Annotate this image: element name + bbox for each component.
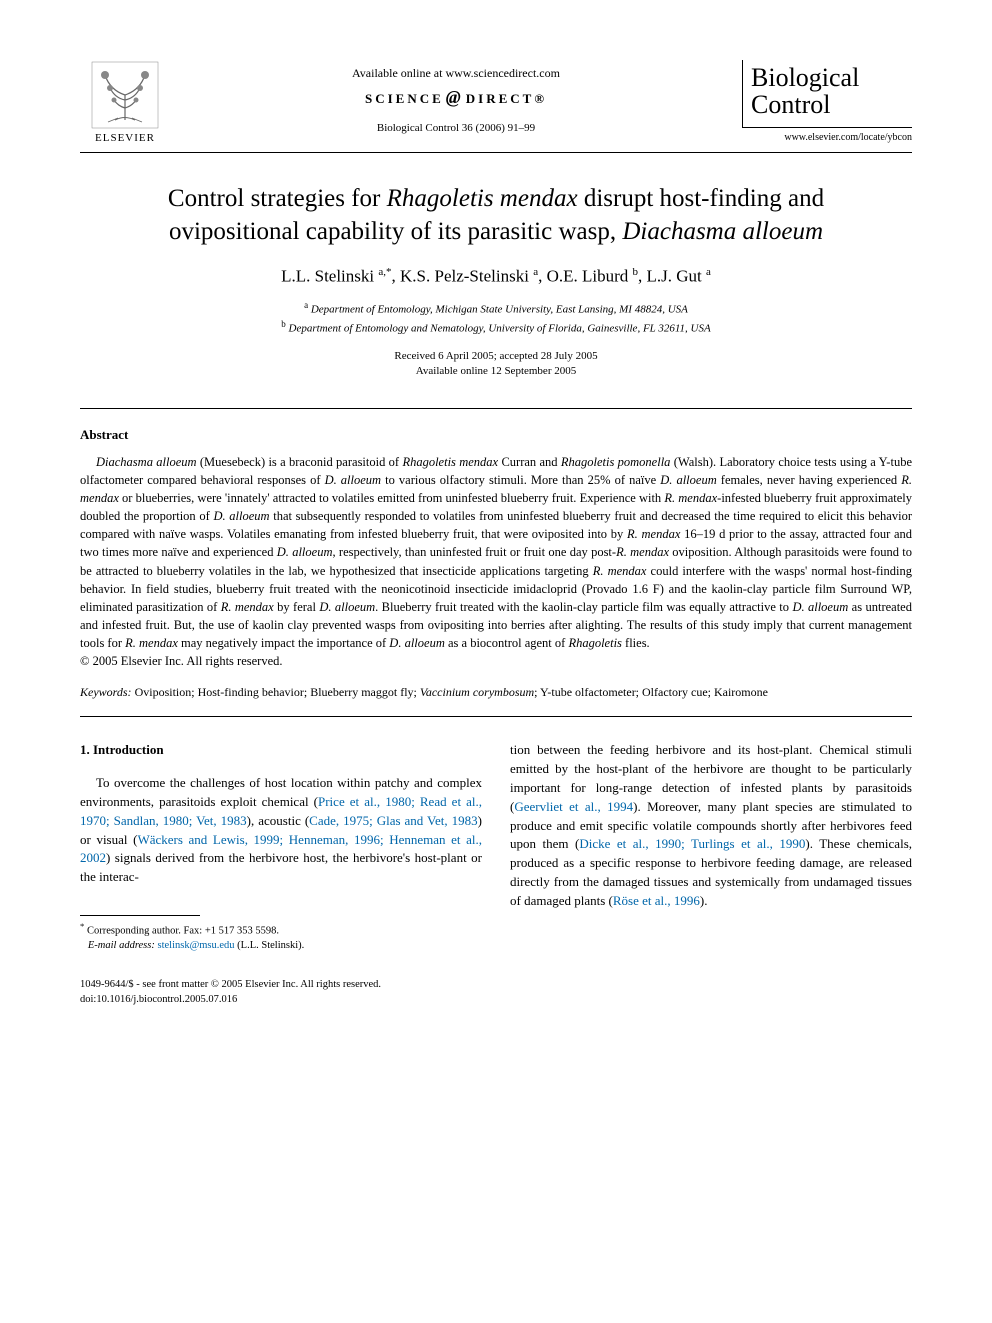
intro-para-right: tion between the feeding herbivore and i… [510,741,912,911]
abs-4: to various olfactory stimuli. More than … [381,473,660,487]
abstract-heading: Abstract [80,427,912,443]
journal-name: Biological Control [742,60,912,128]
left-column: 1. Introduction To overcome the challeng… [80,741,482,954]
abs-6: or blueberries, were 'innately' attracte… [119,491,664,505]
abs-it-7: R. mendax [664,491,717,505]
aff-b: Department of Entomology and Nematology,… [286,322,711,334]
header-center: Available online at www.sciencedirect.co… [170,60,742,134]
author-1-aff: a,* [378,266,391,278]
intro-l-b: ), acoustic ( [247,813,309,828]
abs-16: may negatively impact the importance of [178,636,389,650]
publisher-name: ELSEVIER [95,132,155,144]
publisher-logo-block: ELSEVIER [80,60,170,144]
abs-it-16: R. mendax [125,636,178,650]
abs-14: . Blueberry fruit treated with the kaoli… [375,600,792,614]
keywords-2: ; Y-tube olfactometer; Olfactory cue; Ka… [534,685,768,699]
journal-url[interactable]: www.elsevier.com/locate/ybcon [742,132,912,143]
scidirect-word-1: SCIENCE [365,91,444,106]
journal-name-line1: Biological [751,63,859,92]
intro-ref-2[interactable]: Cade, 1975; Glas and Vet, 1983 [309,813,477,828]
intro-ref-6[interactable]: Röse et al., 1996 [613,893,700,908]
divider-rule [80,408,912,409]
abs-18: flies. [622,636,650,650]
abs-2: Curran and [498,455,561,469]
intro-ref-4[interactable]: Geervliet et al., 1994 [514,799,633,814]
author-3: , O.E. Liburd [538,267,632,286]
received-accepted: Received 6 April 2005; accepted 28 July … [394,350,597,362]
abs-it-3: Rhagoletis pomonella [561,455,671,469]
email-link[interactable]: stelinsk@msu.edu [157,940,234,951]
intro-para-left: To overcome the challenges of host locat… [80,774,482,887]
abs-it-10: D. alloeum [277,545,333,559]
intro-heading: 1. Introduction [80,741,482,760]
keywords-species: Vaccinium corymbosum [420,685,534,699]
abs-1: (Muesebeck) is a braconid parasitoid of [197,455,403,469]
abs-it-9: R. mendax [627,527,680,541]
scidirect-word-2: DIRECT® [466,91,547,106]
abs-17: as a biocontrol agent of [445,636,569,650]
intro-r-d: ). [700,893,708,908]
available-online-text: Available online at www.sciencedirect.co… [170,66,742,81]
article-dates: Received 6 April 2005; accepted 28 July … [80,349,912,380]
author-2: , K.S. Pelz-Stelinski [392,267,534,286]
footnote-rule [80,915,200,916]
footer-issn: 1049-9644/$ - see front matter © 2005 El… [80,979,381,990]
divider-rule-2 [80,716,912,717]
available-online: Available online 12 September 2005 [416,365,576,377]
intro-ref-5[interactable]: Dicke et al., 1990; Turlings et al., 199… [579,836,805,851]
keywords-line: Keywords: Oviposition; Host-finding beha… [80,685,912,700]
keywords-1: Oviposition; Host-finding behavior; Blue… [135,685,420,699]
intro-l-d: ) signals derived from the herbivore hos… [80,850,482,884]
footnote-corr: Corresponding author. Fax: +1 517 353 55… [87,926,279,937]
right-column: tion between the feeding herbivore and i… [510,741,912,954]
title-seg-1: Control strategies for [168,185,387,212]
abs-it-15: D. alloeum [792,600,848,614]
abs-it-4: D. alloeum [325,473,382,487]
abs-5: females, never having experienced [717,473,902,487]
citation-line: Biological Control 36 (2006) 91–99 [170,122,742,134]
authors-line: L.L. Stelinski a,*, K.S. Pelz-Stelinski … [80,266,912,287]
keywords-label: Keywords: [80,685,135,699]
email-sig: (L.L. Stelinski). [235,940,305,951]
title-species-2: Diachasma alloeum [622,218,823,245]
sciencedirect-logo: SCIENCE@DIRECT® [170,87,742,108]
abs-it-8: D. alloeum [213,509,269,523]
copyright-line: © 2005 Elsevier Inc. All rights reserved… [80,654,912,669]
author-4-aff: a [706,266,711,278]
abs-it-18: Rhagoletis [568,636,621,650]
title-species-1: Rhagoletis mendax [387,185,578,212]
abs-it-14: D. alloeum [319,600,375,614]
author-1: L.L. Stelinski [281,267,378,286]
aff-a: Department of Entomology, Michigan State… [308,303,688,315]
page-footer: 1049-9644/$ - see front matter © 2005 El… [80,978,912,1007]
abs-it-1: Diachasma alloeum [96,455,197,469]
abs-it-12: R. mendax [593,564,647,578]
author-4: , L.J. Gut [638,267,706,286]
abs-it-5: D. alloeum [660,473,717,487]
journal-title-block: Biological Control www.elsevier.com/loca… [742,60,912,143]
abs-it-17: D. alloeum [389,636,445,650]
footnote-star-icon: * [80,921,84,931]
footer-doi: doi:10.1016/j.biocontrol.2005.07.016 [80,994,237,1005]
elsevier-tree-icon [90,60,160,130]
abs-it-11: R. mendax [616,545,669,559]
page-header: ELSEVIER Available online at www.science… [80,60,912,153]
affiliations: a Department of Entomology, Michigan Sta… [80,299,912,337]
title-block: Control strategies for Rhagoletis mendax… [120,183,872,248]
abs-13: by feral [274,600,320,614]
paper-title: Control strategies for Rhagoletis mendax… [120,183,872,248]
abs-it-13: R. mendax [221,600,274,614]
abs-it-2: Rhagoletis mendax [402,455,498,469]
abs-10: , respectively, than uninfested fruit or… [332,545,616,559]
journal-name-line2: Control [751,90,830,119]
scidirect-d-icon: @ [446,87,464,107]
abstract-text: Diachasma alloeum (Muesebeck) is a braco… [80,453,912,652]
corresponding-footnote: * Corresponding author. Fax: +1 517 353 … [80,920,482,954]
email-label: E-mail address: [88,940,158,951]
body-columns: 1. Introduction To overcome the challeng… [80,741,912,954]
